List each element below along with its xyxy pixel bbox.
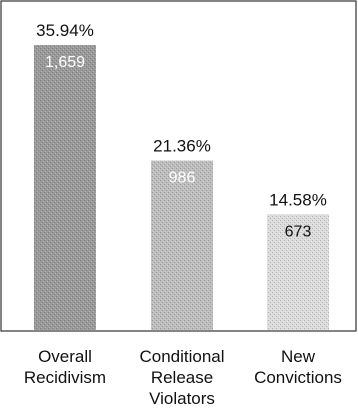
- category-label-2-line-2: Release: [151, 368, 213, 387]
- bar-3-texture: [267, 214, 329, 330]
- percent-label-1: 35.94%: [36, 21, 94, 40]
- category-label-2-line-1: Conditional: [139, 347, 224, 366]
- bar-1-texture: [34, 45, 96, 330]
- percent-label-2: 21.36%: [153, 137, 211, 156]
- plot-frame: [0, 0, 357, 332]
- bar-2-texture: [151, 160, 213, 330]
- count-label-3: 673: [285, 223, 312, 240]
- count-label-2: 986: [169, 170, 196, 187]
- category-label-3-line-1: New: [281, 347, 316, 366]
- category-label-2-line-3: Violators: [149, 389, 215, 408]
- category-label-1-line-2: Recidivism: [24, 368, 106, 387]
- category-label-1-line-1: Overall: [38, 347, 92, 366]
- category-label-3-line-2: Convictions: [254, 368, 342, 387]
- percent-label-3: 14.58%: [269, 190, 327, 209]
- count-label-1: 1,659: [45, 54, 85, 71]
